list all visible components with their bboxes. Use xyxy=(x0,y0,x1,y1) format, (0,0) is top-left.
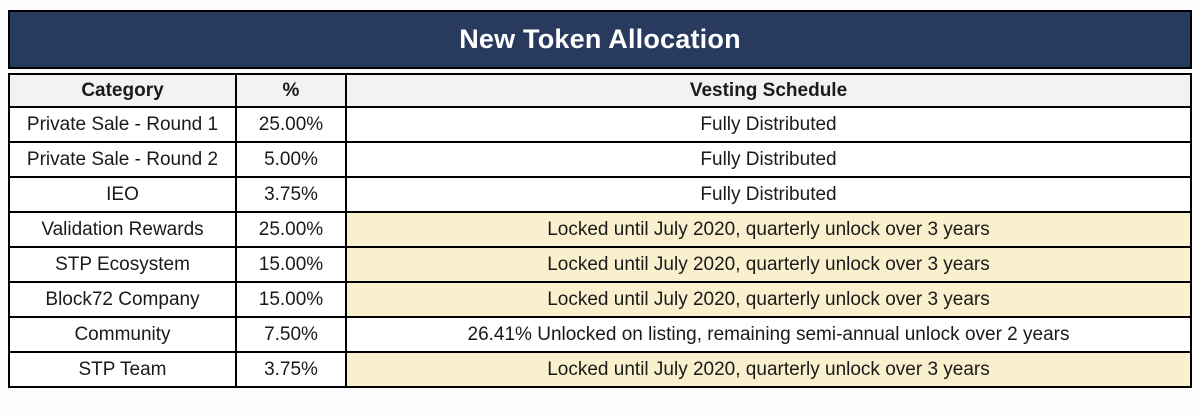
table-row: Private Sale - Round 2 5.00% Fully Distr… xyxy=(8,141,1192,178)
table-row: STP Ecosystem 15.00% Locked until July 2… xyxy=(8,246,1192,283)
category-cell: Validation Rewards xyxy=(8,211,237,248)
category-cell: Community xyxy=(8,316,237,353)
table-row: Private Sale - Round 1 25.00% Fully Dist… xyxy=(8,106,1192,143)
table-title-bar: New Token Allocation xyxy=(8,10,1192,69)
category-cell: STP Team xyxy=(8,351,237,388)
vesting-cell: Locked until July 2020, quarterly unlock… xyxy=(345,211,1192,248)
table-row: Community 7.50% 26.41% Unlocked on listi… xyxy=(8,316,1192,353)
category-cell: Private Sale - Round 2 xyxy=(8,141,237,178)
category-cell: Private Sale - Round 1 xyxy=(8,106,237,143)
header-row: Category % Vesting Schedule xyxy=(8,73,1192,108)
percent-cell: 25.00% xyxy=(235,106,347,143)
vesting-cell: Fully Distributed xyxy=(345,106,1192,143)
token-allocation-table: New Token Allocation Category % Vesting … xyxy=(8,10,1192,388)
category-cell: Block72 Company xyxy=(8,281,237,318)
col-header-percent: % xyxy=(235,73,347,108)
table-row: STP Team 3.75% Locked until July 2020, q… xyxy=(8,351,1192,388)
percent-cell: 7.50% xyxy=(235,316,347,353)
col-header-vesting: Vesting Schedule xyxy=(345,73,1192,108)
table-title: New Token Allocation xyxy=(459,24,741,54)
col-header-category: Category xyxy=(8,73,237,108)
percent-cell: 3.75% xyxy=(235,351,347,388)
percent-cell: 5.00% xyxy=(235,141,347,178)
vesting-cell: Locked until July 2020, quarterly unlock… xyxy=(345,246,1192,283)
category-cell: IEO xyxy=(8,176,237,213)
vesting-cell: Locked until July 2020, quarterly unlock… xyxy=(345,351,1192,388)
table-row: IEO 3.75% Fully Distributed xyxy=(8,176,1192,213)
table-row: Block72 Company 15.00% Locked until July… xyxy=(8,281,1192,318)
percent-cell: 25.00% xyxy=(235,211,347,248)
category-cell: STP Ecosystem xyxy=(8,246,237,283)
percent-cell: 15.00% xyxy=(235,246,347,283)
vesting-cell: Fully Distributed xyxy=(345,141,1192,178)
vesting-cell: Fully Distributed xyxy=(345,176,1192,213)
vesting-cell: Locked until July 2020, quarterly unlock… xyxy=(345,281,1192,318)
vesting-cell: 26.41% Unlocked on listing, remaining se… xyxy=(345,316,1192,353)
percent-cell: 3.75% xyxy=(235,176,347,213)
allocation-grid: Category % Vesting Schedule Private Sale… xyxy=(8,73,1192,388)
percent-cell: 15.00% xyxy=(235,281,347,318)
table-row: Validation Rewards 25.00% Locked until J… xyxy=(8,211,1192,248)
